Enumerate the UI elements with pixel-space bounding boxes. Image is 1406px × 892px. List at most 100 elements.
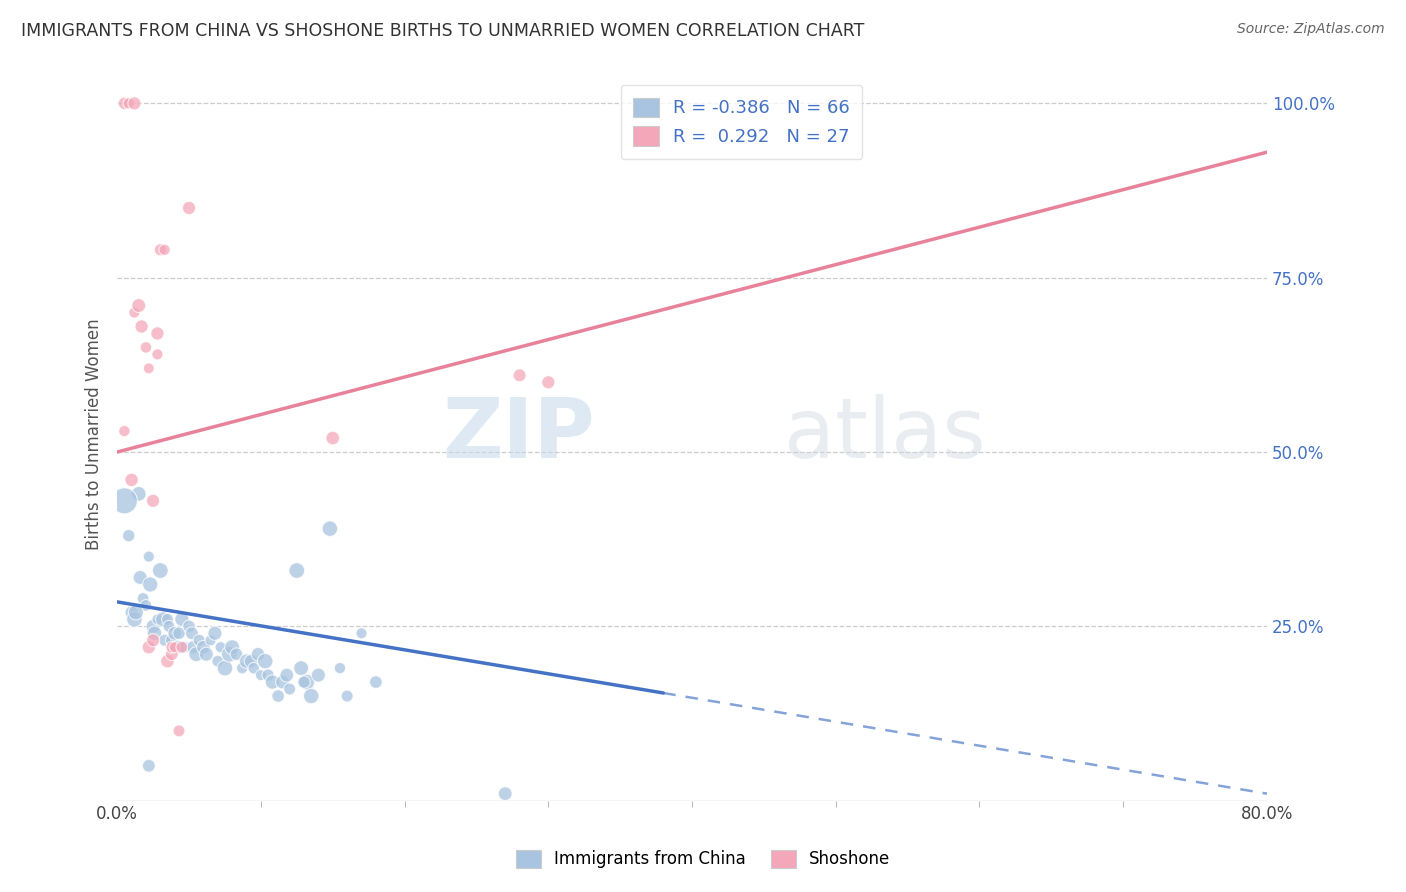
Point bbox=[183, 640, 205, 655]
Point bbox=[186, 647, 208, 661]
Point bbox=[257, 668, 280, 682]
Point bbox=[128, 487, 150, 501]
Point bbox=[254, 654, 277, 668]
Point bbox=[537, 376, 560, 390]
Point bbox=[142, 619, 165, 633]
Point bbox=[124, 612, 146, 626]
Point bbox=[146, 326, 169, 341]
Point bbox=[307, 668, 329, 682]
Point bbox=[195, 647, 218, 661]
Point bbox=[156, 612, 179, 626]
Point bbox=[214, 661, 236, 675]
Point bbox=[146, 612, 169, 626]
Point bbox=[138, 758, 160, 772]
Point bbox=[322, 431, 344, 445]
Point bbox=[131, 319, 153, 334]
Point bbox=[149, 564, 172, 578]
Point bbox=[319, 522, 342, 536]
Point bbox=[149, 243, 172, 257]
Point bbox=[193, 640, 215, 655]
Text: IMMIGRANTS FROM CHINA VS SHOSHONE BIRTHS TO UNMARRIED WOMEN CORRELATION CHART: IMMIGRANTS FROM CHINA VS SHOSHONE BIRTHS… bbox=[21, 22, 865, 40]
Point bbox=[135, 599, 157, 613]
Point bbox=[146, 347, 169, 361]
Point bbox=[138, 640, 160, 655]
Point bbox=[218, 647, 240, 661]
Legend: Immigrants from China, Shoshone: Immigrants from China, Shoshone bbox=[508, 841, 898, 877]
Point bbox=[157, 619, 180, 633]
Point bbox=[128, 299, 150, 313]
Point bbox=[177, 619, 200, 633]
Point bbox=[121, 473, 143, 487]
Point bbox=[188, 633, 211, 648]
Point bbox=[163, 626, 186, 640]
Point bbox=[173, 640, 195, 655]
Point bbox=[143, 626, 166, 640]
Point bbox=[138, 361, 160, 376]
Point bbox=[163, 640, 186, 655]
Point bbox=[160, 647, 183, 661]
Point bbox=[142, 493, 165, 508]
Point bbox=[142, 633, 165, 648]
Point bbox=[278, 681, 301, 696]
Point bbox=[138, 549, 160, 564]
Point bbox=[135, 340, 157, 354]
Point bbox=[124, 96, 146, 111]
Point bbox=[350, 626, 373, 640]
Point bbox=[132, 591, 155, 606]
Point bbox=[285, 564, 308, 578]
Legend: R = -0.386   N = 66, R =  0.292   N = 27: R = -0.386 N = 66, R = 0.292 N = 27 bbox=[620, 85, 862, 159]
Point bbox=[267, 689, 290, 703]
Point bbox=[166, 640, 188, 655]
Point bbox=[177, 201, 200, 215]
Point bbox=[290, 661, 312, 675]
Point bbox=[207, 654, 229, 668]
Point bbox=[170, 612, 193, 626]
Point bbox=[250, 668, 273, 682]
Point bbox=[494, 787, 516, 801]
Point bbox=[118, 529, 141, 543]
Point bbox=[235, 654, 257, 668]
Point bbox=[160, 640, 183, 655]
Point bbox=[152, 612, 174, 626]
Point bbox=[181, 626, 204, 640]
Point bbox=[221, 640, 243, 655]
Point bbox=[336, 689, 359, 703]
Point bbox=[247, 647, 270, 661]
Point bbox=[153, 243, 176, 257]
Point bbox=[509, 368, 531, 383]
Point bbox=[364, 675, 387, 690]
Point bbox=[242, 661, 264, 675]
Point bbox=[139, 577, 162, 591]
Point bbox=[167, 626, 190, 640]
Point bbox=[112, 96, 135, 111]
Point bbox=[112, 424, 135, 438]
Point bbox=[299, 689, 322, 703]
Point bbox=[156, 654, 179, 668]
Point bbox=[153, 633, 176, 648]
Point bbox=[170, 640, 193, 655]
Text: atlas: atlas bbox=[785, 394, 986, 475]
Y-axis label: Births to Unmarried Women: Births to Unmarried Women bbox=[86, 318, 103, 550]
Point bbox=[129, 570, 152, 584]
Point bbox=[209, 640, 232, 655]
Point bbox=[112, 493, 135, 508]
Point bbox=[167, 723, 190, 738]
Text: ZIP: ZIP bbox=[441, 394, 595, 475]
Point bbox=[271, 675, 294, 690]
Point bbox=[292, 675, 315, 690]
Point bbox=[225, 647, 247, 661]
Text: Source: ZipAtlas.com: Source: ZipAtlas.com bbox=[1237, 22, 1385, 37]
Point bbox=[276, 668, 298, 682]
Point bbox=[200, 633, 222, 648]
Point bbox=[121, 606, 143, 620]
Point bbox=[295, 675, 318, 690]
Point bbox=[124, 305, 146, 319]
Point bbox=[239, 654, 262, 668]
Point bbox=[125, 606, 148, 620]
Point bbox=[204, 626, 226, 640]
Point bbox=[231, 661, 253, 675]
Point bbox=[160, 633, 183, 648]
Point bbox=[329, 661, 352, 675]
Point bbox=[262, 675, 284, 690]
Point bbox=[118, 96, 141, 111]
